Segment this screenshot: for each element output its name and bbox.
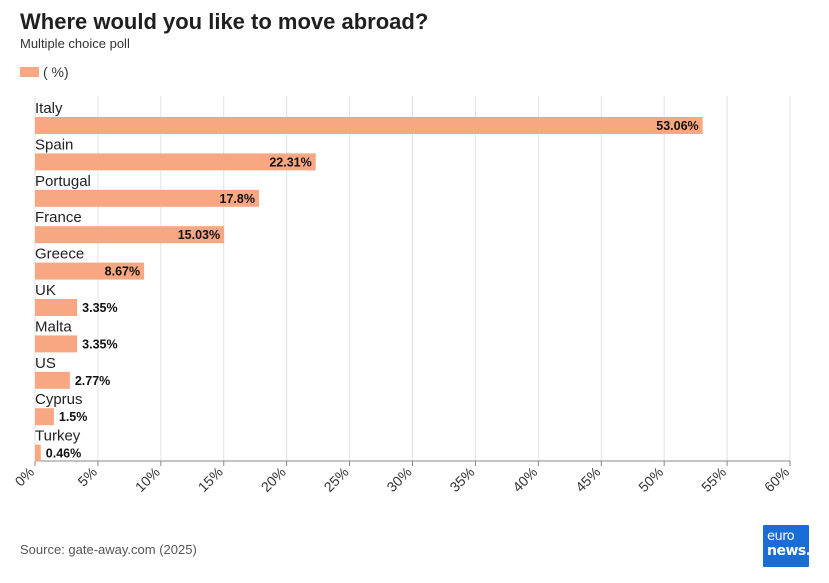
category-label: France [35, 209, 82, 226]
data-label: 15.03% [178, 228, 220, 242]
data-label: 2.77% [75, 374, 110, 388]
legend-label: ( %) [43, 64, 69, 80]
x-tick-label: 20% [258, 464, 289, 495]
source-note: Source: gate-away.com (2025) [20, 542, 197, 557]
data-label: 22.31% [269, 155, 311, 169]
legend-swatch [20, 67, 39, 77]
logo-text-bottom: news. [767, 543, 811, 559]
x-tick-label: 35% [446, 464, 477, 495]
category-label: US [35, 355, 56, 372]
bar [35, 444, 41, 462]
x-tick-label: 0% [11, 464, 37, 490]
category-label: Malta [35, 318, 72, 335]
data-label: 17.8% [220, 192, 255, 206]
bar [35, 189, 259, 207]
category-label: UK [35, 282, 56, 299]
data-label: 3.35% [82, 301, 117, 315]
x-tick-label: 15% [195, 464, 226, 495]
x-tick-label: 10% [132, 464, 163, 495]
x-tick-label: 50% [635, 464, 666, 495]
data-label: 0.46% [46, 447, 81, 461]
bar [35, 153, 316, 171]
data-label: 8.67% [105, 265, 140, 279]
x-tick-label: 60% [761, 464, 792, 495]
x-tick-label: 25% [321, 464, 352, 495]
x-tick-label: 55% [698, 464, 729, 495]
data-label: 3.35% [82, 337, 117, 351]
chart-title: Where would you like to move abroad? [20, 9, 429, 34]
bar [35, 299, 78, 316]
bar [35, 371, 70, 389]
category-label: Italy [35, 100, 63, 117]
category-label: Turkey [35, 428, 81, 445]
logo-text-top: euro [767, 529, 795, 544]
category-label: Portugal [35, 173, 91, 190]
x-tick-label: 45% [572, 464, 603, 495]
data-label: 53.06% [656, 119, 698, 133]
euronews-logo: euro news. [763, 525, 811, 567]
x-tick-label: 40% [509, 464, 540, 495]
bar-chart: 0% 5% 10% 15% 20% 25% 30% 35% 40% 45% 50% 55% 60% Ita… [11, 96, 792, 495]
legend: ( %) [20, 64, 69, 80]
category-label: Greece [35, 246, 84, 263]
x-tick-label: 5% [74, 464, 100, 490]
x-tick-label: 30% [383, 464, 414, 495]
category-label: Cyprus [35, 391, 83, 408]
data-label: 1.5% [59, 410, 88, 424]
category-label: Spain [35, 136, 73, 153]
chart-subtitle: Multiple choice poll [20, 36, 130, 51]
bar [35, 408, 54, 426]
bar [35, 226, 225, 244]
bar [35, 262, 145, 280]
bar [35, 335, 78, 353]
bar [35, 117, 703, 134]
